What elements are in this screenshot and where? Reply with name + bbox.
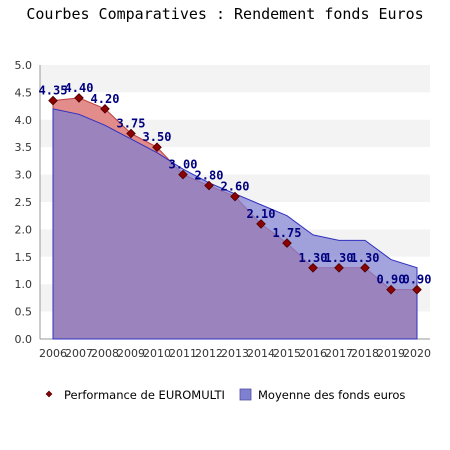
x-tick-label: 2013 (221, 347, 249, 360)
y-tick-label: 3.0 (15, 169, 33, 182)
y-tick-label: 4.0 (15, 114, 33, 127)
x-tick-label: 2006 (39, 347, 67, 360)
y-tick-label: 4.5 (15, 86, 33, 99)
x-tick-label: 2015 (273, 347, 301, 360)
legend: Performance de EUROMULTI Moyenne des fon… (45, 388, 405, 402)
marker-performance (308, 262, 318, 273)
data-label: 2.80 (195, 169, 224, 183)
marker-performance (100, 104, 110, 114)
y-tick-label: 0.0 (15, 333, 33, 346)
legend-marker-performance (45, 390, 53, 398)
x-tick-label: 2016 (299, 347, 327, 360)
marker-performance (152, 142, 162, 153)
grid-band (40, 65, 430, 93)
x-tick-label: 2020 (403, 347, 431, 360)
x-tick-label: 2008 (91, 347, 119, 360)
marker-performance (74, 93, 84, 103)
x-tick-labels: 2006200720082009201020112012201320142015… (39, 347, 431, 360)
x-tick-label: 2011 (169, 347, 197, 360)
x-tick-label: 2017 (325, 347, 353, 360)
data-label: 4.35 (39, 84, 68, 98)
x-tick-label: 2009 (117, 347, 145, 360)
y-tick-labels: 0.0 0.5 1.0 1.5 2.0 2.5 3.0 3.5 4.0 4.5 5.0 (15, 59, 33, 346)
legend-label-performance: Performance de EUROMULTI (64, 388, 225, 402)
data-label: 2.60 (221, 180, 250, 194)
y-tick-label: 2.5 (15, 196, 33, 209)
marker-performance (334, 262, 344, 273)
marker-performance (256, 219, 266, 229)
marker-performance (230, 191, 240, 202)
series-markers (48, 93, 422, 295)
x-tick-label: 2018 (351, 347, 379, 360)
y-tick-label: 3.5 (15, 141, 33, 154)
data-label: 4.40 (65, 81, 94, 95)
data-label: 2.10 (247, 207, 276, 221)
x-tick-label: 2014 (247, 347, 275, 360)
x-tick-label: 2010 (143, 347, 171, 360)
data-label: 0.90 (377, 273, 406, 287)
y-tick-label: 0.5 (15, 306, 33, 319)
marker-performance (360, 262, 370, 273)
y-tick-label: 1.0 (15, 278, 33, 291)
y-tick-label: 5.0 (15, 59, 33, 72)
data-label: 1.30 (351, 251, 380, 265)
marker-performance (178, 169, 188, 180)
marker-performance (126, 128, 136, 139)
data-label: 3.75 (117, 117, 146, 131)
data-label: 1.30 (299, 251, 328, 265)
chart-title: Courbes Comparatives : Rendement fonds E… (26, 5, 423, 23)
marker-performance (386, 284, 396, 295)
marker-performance (48, 95, 58, 106)
data-label: 1.75 (273, 226, 302, 240)
marker-performance (204, 180, 214, 191)
y-tick-label: 1.5 (15, 251, 33, 264)
legend-swatch-moyenne (239, 388, 252, 401)
data-label: 4.20 (91, 92, 120, 106)
x-tick-label: 2012 (195, 347, 223, 360)
area-moyenne (52, 108, 418, 340)
series-areas (52, 97, 418, 340)
legend-label-moyenne: Moyenne des fonds euros (258, 388, 405, 402)
data-label: 3.50 (143, 130, 172, 144)
marker-performance (282, 238, 292, 248)
y-tick-label: 2.0 (15, 223, 33, 236)
data-label: 3.00 (169, 158, 198, 172)
data-label: 1.30 (325, 251, 354, 265)
x-tick-label: 2007 (65, 347, 93, 360)
data-labels: 4.354.404.20 3.753.50 3.002.802.60 2.10 1.75… (39, 81, 432, 287)
marker-performance (412, 284, 422, 295)
data-label: 0.90 (403, 273, 432, 287)
x-tick-label: 2019 (377, 347, 405, 360)
